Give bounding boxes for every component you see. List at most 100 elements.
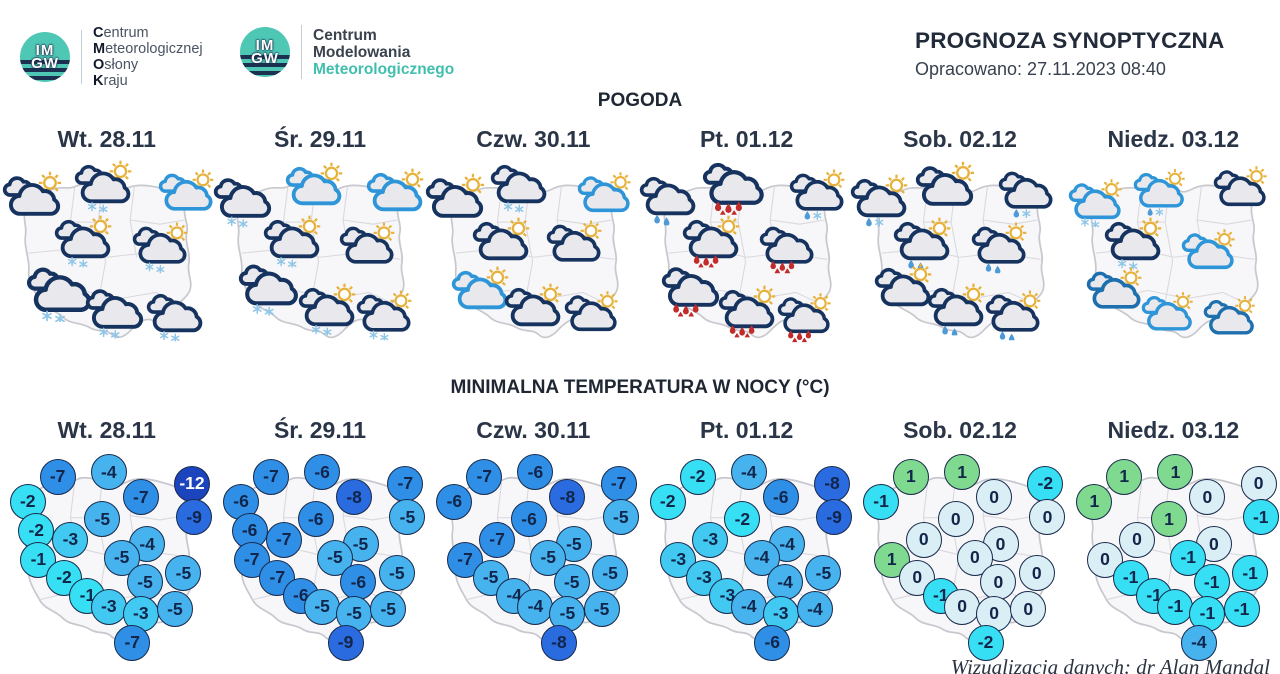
weather-icon-cloud-snow [490,164,546,213]
temp-value-point: -6 [517,454,554,491]
day-header-row-weather: Wt. 28.11 Śr. 29.11 Czw. 30.11 Pt. 01.12 Sob… [0,126,1280,153]
weather-icon-cloud-snow [214,178,272,228]
temp-value-point: -7 [600,465,637,502]
weather-icon-cloud-sun [505,283,562,326]
weather-icon-cloud-rain-red [702,162,764,215]
weather-icon-cloud-sun-rain-blue [893,217,950,270]
weather-icon-cloud-sun [2,172,62,217]
weather-icon-cloud-rain-blue [639,177,696,225]
temp-value-point: 0 [944,588,981,625]
temp-value-point: 1 [944,454,981,491]
temp-value-point: -7 [252,458,289,495]
weather-icon-cloud-sun-rain-blue [927,283,985,336]
temperature-map-Wt. 28.11: -7 -4 -12 -2 -7 -9 -2 -5 -3 -4 -1 -5 -5 -2 -5 -1 -3 -3 -5-… [0,450,213,674]
day-header: Śr. 29.11 [273,417,367,443]
temp-value-point: -4 [730,588,767,625]
temp-value-point: 0 [980,564,1017,601]
weather-icon-cloud-sun-snow [1068,178,1122,228]
temperature-map-Czw. 30.11: -7 -6 -7 -6 -8 -5 -6 -7 -5 -7 -5 -5 -5 -5 -4 -4 -5 -5 -8 [427,450,640,674]
temp-value-point: -5 [165,555,202,592]
weather-icon-cloud-sun [1086,266,1142,309]
temp-value-point: -2 [649,483,686,520]
temp-value-point: -2 [967,624,1004,661]
logo-stripe [240,71,290,75]
temp-value-point: -2 [45,559,82,596]
data-credit: Wizualizacja danych: dr Alan Mandal [950,655,1270,674]
temp-value-point: -4 [767,564,804,601]
temp-value-point: -5 [103,539,140,576]
temp-value-point: 1 [1151,501,1188,538]
page-title: PROGNOZA SYNOPTYCZNA [915,28,1225,53]
temp-value-point: -3 [692,521,729,558]
weather-icon-cloud-sun-snow [132,222,188,273]
temp-value-point: 0 [1119,521,1156,558]
temp-value-point: -7 [479,521,516,558]
temp-value-point: -3 [90,588,127,625]
day-header: Czw. 30.11 [476,417,591,443]
sun-icon [401,168,424,191]
weather-icon-cloud-sun [1141,291,1193,331]
weather-icon-cloud-sun [285,162,342,205]
temp-value-point: -5 [84,501,121,538]
day-header: Sob. 02.12 [903,417,1017,443]
weather-icon-cloud-mix [999,171,1053,218]
temp-value-point: 0 [1018,555,1055,592]
temperature-map-Sob. 02.12: 1 1 -2 -1 0 0 0 0 0 1 0 0 0 0 -1 0 0 0 -2 [853,450,1066,674]
temp-value-point: 0 [1010,591,1047,628]
weather-icon-cloud-sun [916,161,975,206]
weather-map-Śr. 29.11 [213,158,426,370]
logo-cmok: IM GW Centrum Meteorologicznej Osłony Kr… [20,25,203,89]
temp-value-point: 0 [937,501,974,538]
temp-value-point: -5 [592,555,629,592]
temp-value-point: -7 [466,458,503,495]
temp-value-point: -6 [304,454,341,491]
temp-value-point: -9 [176,499,213,536]
temp-value-point: -6 [436,483,473,520]
logo-stripe [20,76,70,80]
temp-value-point: -1 [1157,588,1194,625]
temp-value-point: 1 [1076,483,1113,520]
temp-value-point: -8 [336,479,373,516]
weather-icon-cloud-sun-mix [789,169,845,220]
logo-cmm-caption: Centrum Modelowania Meteorologicznego [313,26,455,78]
temp-value-point: -5 [127,564,164,601]
weather-icon-cloud-sun-snow [356,290,412,341]
temp-value-point: 0 [1195,526,1232,563]
temp-value-point: -4 [1180,624,1217,661]
temp-value-point: -7 [114,624,151,661]
weather-icon-cloud-sun-snow [55,215,112,268]
weather-maps-row [0,158,1280,370]
logo-divider [301,25,302,79]
weather-icon-cloud-sun-mix [1133,168,1185,216]
weather-icon-cloud-sun [158,169,214,211]
weather-icon-cloud-sun [564,291,618,331]
temp-value-point: -2 [679,458,716,495]
weather-icon-cloud-sun-snow [298,283,355,336]
logo-stripe [20,60,70,64]
temp-value-point: -9 [816,499,853,536]
weather-icon-cloud-sun [366,168,424,212]
temperature-map-Pt. 01.12: -2 -4 -8 -2 -6 -9 -2 -3 -4 -3 -4 -5 -3 -4 -3 -4 -3 -4 -6 [640,450,853,674]
section-title-min-temp: MINIMALNA TEMPERATURA W NOCY (°C) [450,377,830,398]
temp-value-point: -2 [724,501,761,538]
temp-value-point: -4 [517,588,554,625]
temp-value-point: -5 [389,499,426,536]
weather-icon-cloud-sun-snow [1104,217,1162,270]
sun-icon [1100,178,1122,199]
temperature-maps-row: -7 -4 -12 -2 -7 -9 -2 -5 -3 -4 -1 -5 -5 -2 -5 -1 -3 -3 -5-… [0,450,1280,674]
temp-value-point: -5 [304,588,341,625]
section-title-pogoda: POGODA [597,90,683,111]
logo-cmm: IM GW Centrum Modelowania Meteorologiczn… [240,25,454,79]
sun-icon [333,283,355,305]
sun-icon [962,283,985,305]
weather-icon-cloud-sun [1203,296,1255,335]
weather-icon-cloud-snow [146,293,203,342]
logo-cmok-caption: Centrum Meteorologicznej Osłony Kraju [93,25,203,89]
weather-icon-cloud-sun-rain-blue [971,222,1026,273]
imgw-logo-text: IM GW [251,37,279,67]
weather-icon-cloud-sun-rain-red [718,285,776,338]
day-header: Wt. 28.11 [57,126,156,152]
temp-value-point: -3 [660,541,697,578]
day-header: Czw. 30.11 [476,126,591,152]
sun-icon [580,220,602,242]
